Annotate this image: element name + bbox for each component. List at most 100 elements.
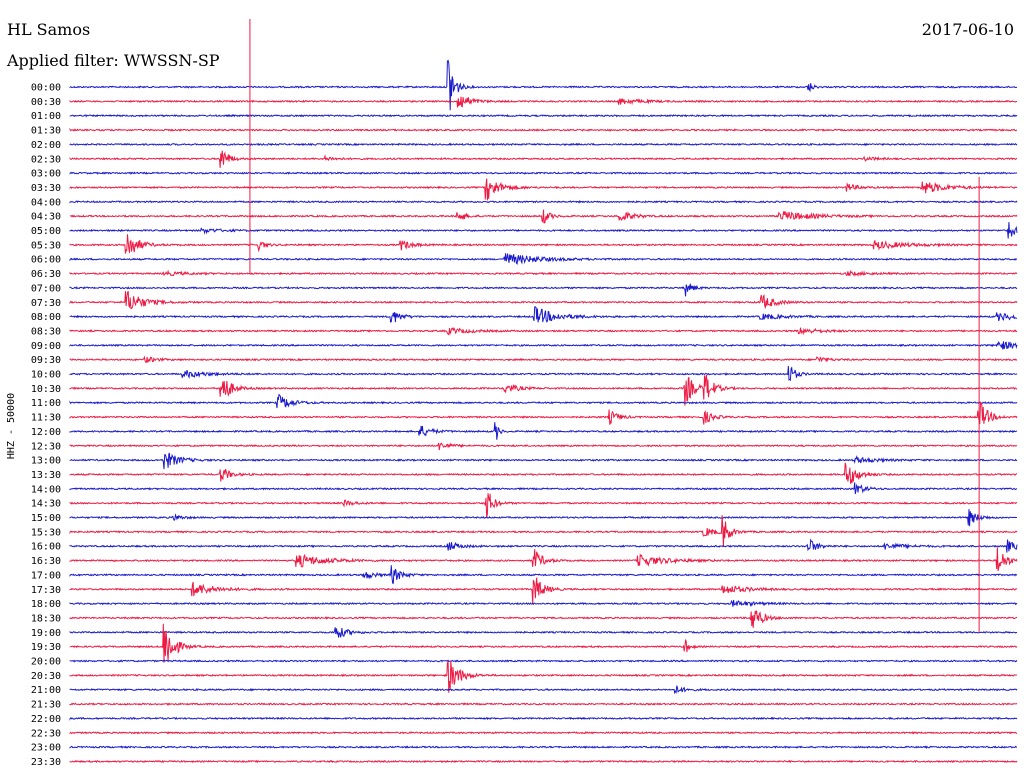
tick-label: 05:30 <box>31 240 61 251</box>
tick-label: 04:30 <box>31 212 61 223</box>
tick-label: 10:30 <box>31 384 61 395</box>
y-axis-label: HHZ - 50000 <box>6 393 17 459</box>
tick-label: 18:30 <box>31 613 61 624</box>
trace-line <box>69 374 1018 406</box>
trace-line <box>69 340 1018 350</box>
trace-line <box>69 422 1018 440</box>
tick-label: 08:30 <box>31 326 61 337</box>
tick-label: 04:00 <box>31 197 61 208</box>
tick-label: 12:00 <box>31 427 61 438</box>
trace-line <box>69 482 1018 495</box>
trace-line <box>69 171 1018 175</box>
tick-label: 12:30 <box>31 441 61 452</box>
tick-label: 11:00 <box>31 398 61 409</box>
trace-line <box>69 222 1018 239</box>
tick-label: 23:30 <box>31 757 61 768</box>
trace-line <box>69 547 1018 572</box>
trace-line <box>69 745 1017 749</box>
trace-line <box>69 716 1018 721</box>
trace-line <box>69 326 1018 336</box>
tick-label: 06:30 <box>31 269 61 280</box>
trace-line <box>69 355 1018 363</box>
trace-line <box>69 234 1018 254</box>
station-name: HL Samos <box>7 20 91 39</box>
tick-label: 10:00 <box>31 370 61 381</box>
tick-label: 14:00 <box>31 484 61 495</box>
trace-line <box>69 730 1018 735</box>
trace-line <box>69 565 1018 584</box>
trace-line <box>69 659 1018 663</box>
tick-label: 11:30 <box>31 413 61 424</box>
trace-line <box>69 393 1018 409</box>
tick-label: 07:30 <box>31 298 61 309</box>
tick-label: 19:00 <box>31 628 61 639</box>
trace-line <box>69 759 1018 764</box>
tick-label: 09:30 <box>31 355 61 366</box>
tick-label: 03:00 <box>31 169 61 180</box>
trace-line <box>69 199 1018 204</box>
tick-label: 13:30 <box>31 470 61 481</box>
tick-label: 01:30 <box>31 126 61 137</box>
tick-label: 23:00 <box>31 743 61 754</box>
tick-label: 15:30 <box>31 527 61 538</box>
trace-line <box>69 209 1018 224</box>
trace-line <box>69 366 1018 382</box>
trace-line <box>69 462 1017 484</box>
trace-line <box>69 442 1018 451</box>
tick-label: 02:30 <box>31 154 61 165</box>
tick-label: 14:30 <box>31 499 61 510</box>
trace-line <box>69 113 1018 118</box>
tick-label: 05:00 <box>31 226 61 237</box>
trace-line <box>69 627 1018 638</box>
tick-label: 22:00 <box>31 714 61 725</box>
trace-line <box>69 610 1018 628</box>
trace-line <box>69 127 1018 132</box>
trace-line <box>69 538 1018 553</box>
tick-label: 02:00 <box>31 140 61 151</box>
filter-label: Applied filter: WWSSN-SP <box>7 51 220 70</box>
trace-line <box>69 685 1018 695</box>
tick-label: 13:00 <box>31 456 61 467</box>
trace-line <box>69 96 1018 108</box>
trace-line <box>69 290 1018 310</box>
tick-label: 18:00 <box>31 599 61 610</box>
tick-label: 01:00 <box>31 111 61 122</box>
marker-group <box>249 19 980 633</box>
trace-line <box>69 702 1018 706</box>
trace-line <box>69 509 1017 527</box>
tick-label: 15:00 <box>31 513 61 524</box>
tick-label: 21:30 <box>31 700 61 711</box>
trace-line <box>69 283 1018 297</box>
tick-label: 19:30 <box>31 642 61 653</box>
tick-label: 22:30 <box>31 728 61 739</box>
trace-line <box>69 599 1018 607</box>
trace-line <box>69 660 1018 693</box>
tick-label: 16:00 <box>31 542 61 553</box>
tick-label: 20:30 <box>31 671 61 682</box>
tick-label: 20:00 <box>31 657 61 668</box>
trace-line <box>69 306 1018 323</box>
tick-label: 17:00 <box>31 570 61 581</box>
tick-label: 08:00 <box>31 312 61 323</box>
tick-label-group: 00:00 00:30 01:00 01:30 02:00 02:30 03:00 03:30… <box>31 83 61 768</box>
trace-line <box>69 493 1018 518</box>
trace-line <box>69 269 1018 277</box>
trace-line <box>69 253 1018 265</box>
tick-label: 21:00 <box>31 685 61 696</box>
trace-line <box>69 59 1017 111</box>
tick-label: 06:00 <box>31 255 61 266</box>
trace-group <box>69 59 1018 764</box>
trace-line <box>69 178 1018 201</box>
trace-line <box>69 150 1018 168</box>
trace-line <box>69 452 1018 470</box>
tick-label: 00:00 <box>31 83 61 94</box>
record-date: 2017-06-10 <box>921 20 1014 39</box>
trace-line <box>69 623 1018 663</box>
tick-label: 17:30 <box>31 585 61 596</box>
trace-line <box>69 401 1018 425</box>
tick-label: 16:30 <box>31 556 61 567</box>
trace-line <box>69 577 1018 605</box>
tick-label: 07:00 <box>31 283 61 294</box>
tick-label: 03:30 <box>31 183 61 194</box>
